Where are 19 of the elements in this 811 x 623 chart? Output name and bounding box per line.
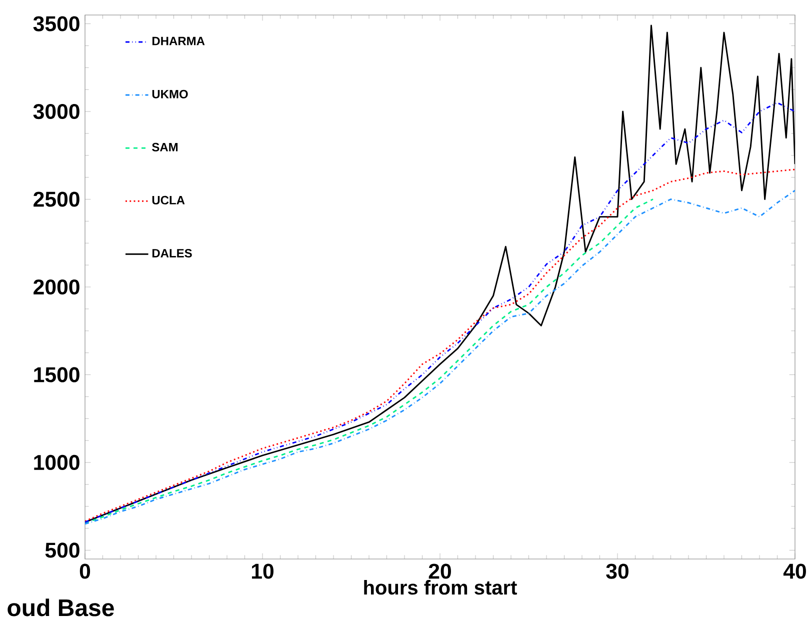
x-tick-label: 10	[252, 564, 274, 579]
y-tick-label: 2000	[34, 279, 80, 295]
y-tick-label: 1000	[34, 454, 80, 470]
legend-label: SAM	[152, 142, 178, 152]
x-tick-label: 20	[428, 564, 451, 579]
x-tick-label: 30	[606, 564, 628, 579]
y-tick-label: 500	[45, 542, 80, 558]
legend-label: UCLA	[152, 196, 185, 204]
legend-label: DALES	[152, 248, 192, 258]
y-tick-label: 1500	[34, 367, 80, 382]
legend-label: DHARMA	[152, 36, 205, 46]
legend-label: UKMO	[152, 90, 188, 98]
x-tick-label: 0	[80, 564, 90, 579]
x-tick-label: 40	[783, 564, 806, 579]
y-tick-label: 3500	[33, 16, 80, 32]
x-axis-title: hours from start	[364, 580, 517, 595]
y-tick-label: 3000	[33, 104, 80, 120]
text: oud Base	[8, 598, 114, 616]
y-tick-label: 2500	[34, 192, 80, 207]
